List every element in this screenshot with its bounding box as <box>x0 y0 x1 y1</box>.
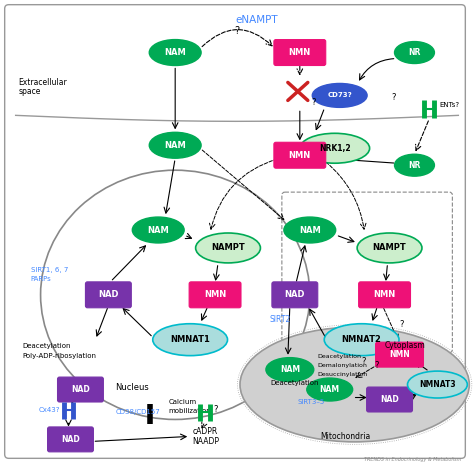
Text: ENTs?: ENTs? <box>439 102 459 109</box>
Ellipse shape <box>240 327 469 442</box>
Text: ?: ? <box>362 357 366 366</box>
Text: eNAMPT: eNAMPT <box>236 15 278 25</box>
Text: cADPR: cADPR <box>192 427 218 436</box>
Text: SIRT1, 6, 7: SIRT1, 6, 7 <box>31 267 68 273</box>
Text: NAM: NAM <box>164 141 186 150</box>
Ellipse shape <box>307 378 353 401</box>
Text: mobilization: mobilization <box>168 409 211 415</box>
Text: Deacetylation: Deacetylation <box>318 354 362 358</box>
Ellipse shape <box>196 233 260 263</box>
Text: PARPs: PARPs <box>31 276 51 282</box>
FancyBboxPatch shape <box>366 387 412 412</box>
FancyBboxPatch shape <box>57 377 103 402</box>
Ellipse shape <box>149 132 201 158</box>
Ellipse shape <box>132 217 184 243</box>
Text: NRK1,2: NRK1,2 <box>319 144 351 153</box>
Text: ?: ? <box>213 405 218 415</box>
Text: SIRT2: SIRT2 <box>270 315 291 324</box>
Text: Calcium: Calcium <box>168 400 196 405</box>
FancyBboxPatch shape <box>189 282 241 308</box>
Ellipse shape <box>394 42 434 64</box>
Text: NAM: NAM <box>147 226 169 234</box>
Text: Deacetylation: Deacetylation <box>270 380 319 386</box>
Text: CD73?: CD73? <box>328 92 352 98</box>
Text: NR: NR <box>408 48 420 57</box>
FancyBboxPatch shape <box>274 40 326 66</box>
Text: Cx43?: Cx43? <box>38 408 60 413</box>
Text: NAM: NAM <box>164 48 186 57</box>
Text: Demalonylation: Demalonylation <box>318 363 368 367</box>
Text: ?: ? <box>312 98 316 107</box>
Ellipse shape <box>394 154 434 176</box>
Text: Poly-ADP-ribosylation: Poly-ADP-ribosylation <box>23 352 97 358</box>
FancyBboxPatch shape <box>272 282 318 308</box>
Text: Desuccinylation: Desuccinylation <box>318 372 368 377</box>
Text: Mitochondria: Mitochondria <box>320 432 370 441</box>
Text: NMNAT3: NMNAT3 <box>419 380 456 389</box>
Text: CD38/CD157: CD38/CD157 <box>115 410 160 416</box>
Ellipse shape <box>284 217 336 243</box>
Text: ?: ? <box>374 361 379 370</box>
FancyBboxPatch shape <box>359 282 410 308</box>
FancyBboxPatch shape <box>274 142 326 168</box>
Text: NMN: NMN <box>289 48 311 57</box>
Text: SIRT3–5: SIRT3–5 <box>298 400 325 405</box>
Text: NAADP: NAADP <box>192 438 219 446</box>
Text: NMNAT1: NMNAT1 <box>170 335 210 344</box>
Text: NAM: NAM <box>299 226 321 234</box>
Ellipse shape <box>357 233 422 263</box>
FancyBboxPatch shape <box>375 342 423 367</box>
Text: Nucleus: Nucleus <box>115 382 149 392</box>
Ellipse shape <box>153 324 228 356</box>
Text: NMN: NMN <box>389 350 410 359</box>
FancyBboxPatch shape <box>47 427 93 452</box>
Text: ?: ? <box>400 320 404 329</box>
Text: NAMPT: NAMPT <box>211 243 245 252</box>
Text: NAD: NAD <box>98 290 118 300</box>
Text: NMN: NMN <box>204 290 226 300</box>
Text: NAMPT: NAMPT <box>373 243 406 252</box>
Text: Extracellular: Extracellular <box>18 79 67 88</box>
Text: NAD: NAD <box>284 290 305 300</box>
Ellipse shape <box>312 83 367 107</box>
Text: Deacetylation: Deacetylation <box>23 343 71 349</box>
Text: ?: ? <box>235 26 239 36</box>
Text: Cytoplasm: Cytoplasm <box>384 341 425 350</box>
Ellipse shape <box>300 133 370 163</box>
Text: NMNAT2: NMNAT2 <box>342 335 382 344</box>
Text: space: space <box>18 88 41 96</box>
Ellipse shape <box>266 358 314 381</box>
Ellipse shape <box>149 40 201 66</box>
Text: NR: NR <box>408 161 420 170</box>
FancyBboxPatch shape <box>85 282 131 308</box>
Text: ?: ? <box>392 94 396 102</box>
Text: NAD: NAD <box>61 435 80 444</box>
Text: TRENDS in Endocrinology & Metabolism: TRENDS in Endocrinology & Metabolism <box>364 457 461 462</box>
Text: NMN: NMN <box>289 151 311 160</box>
Text: NAD: NAD <box>380 395 399 404</box>
Ellipse shape <box>408 371 467 398</box>
Text: NMN: NMN <box>374 290 396 300</box>
Ellipse shape <box>324 324 399 356</box>
Text: NAM: NAM <box>319 385 340 394</box>
Text: NAD: NAD <box>71 385 90 394</box>
Text: NAM: NAM <box>280 365 300 374</box>
